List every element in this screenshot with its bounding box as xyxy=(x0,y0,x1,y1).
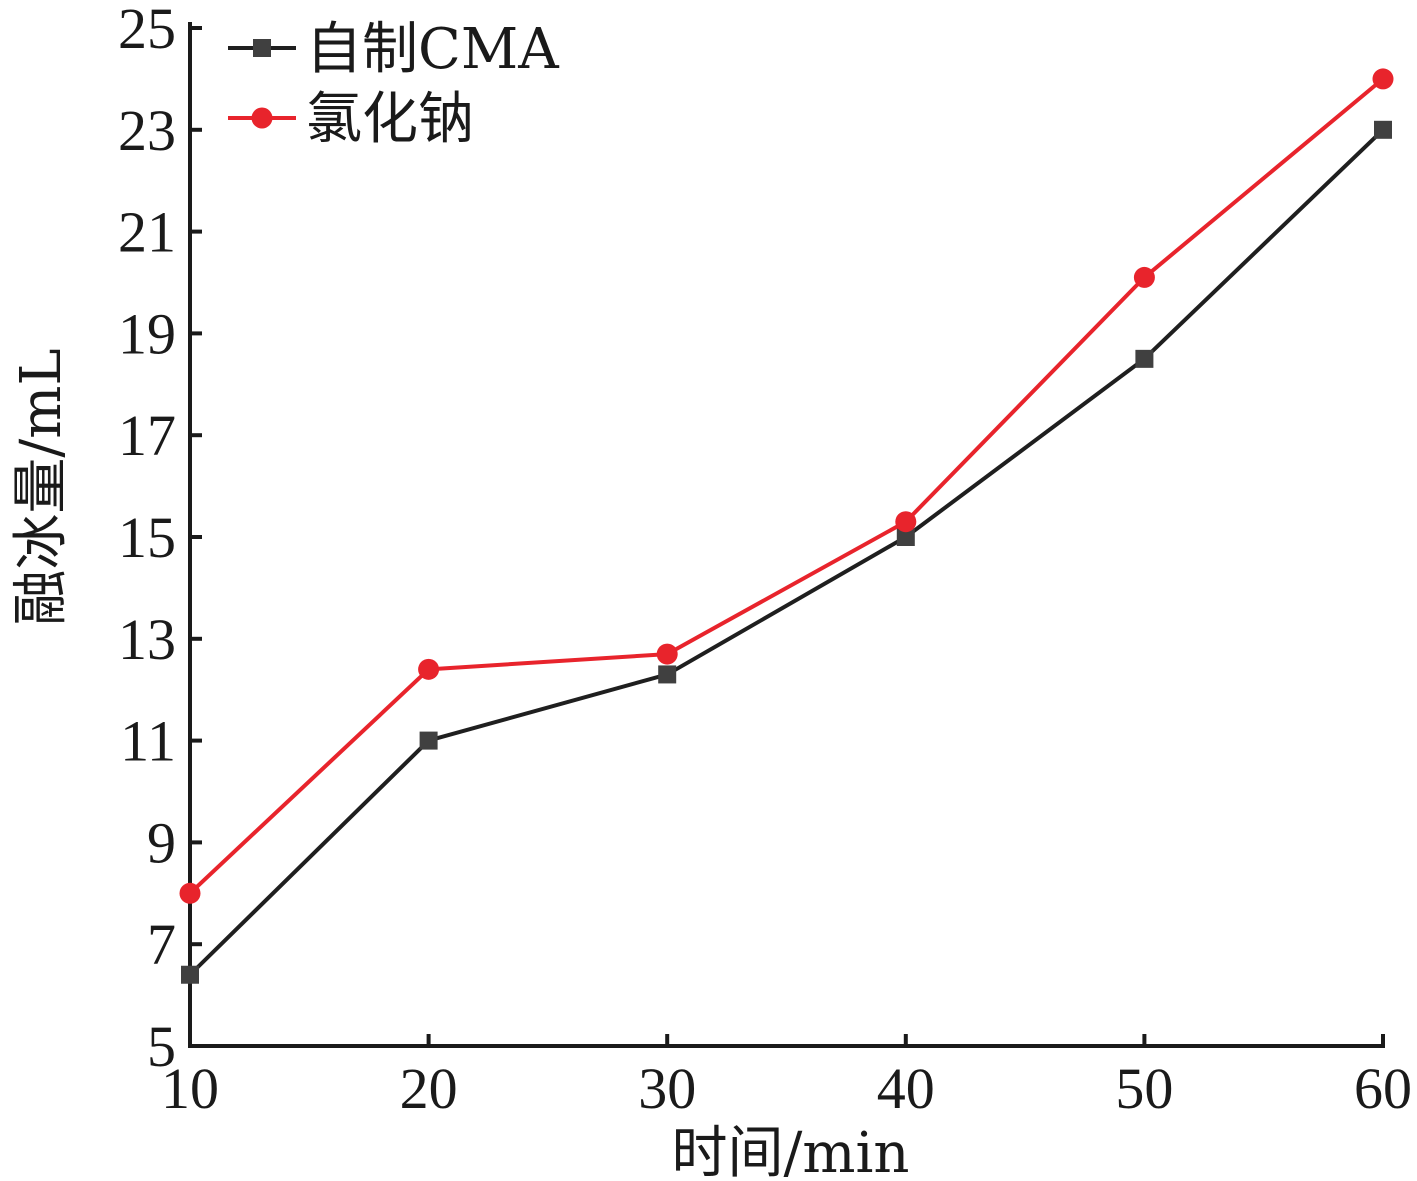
series-line xyxy=(188,128,1385,977)
y-tick-label: 21 xyxy=(118,200,176,265)
x-tick-label: 10 xyxy=(161,1056,219,1121)
x-tick-label: 50 xyxy=(1115,1056,1173,1121)
axes xyxy=(188,22,1385,1048)
y-tick-label: 19 xyxy=(118,301,176,366)
y-tick-label: 23 xyxy=(118,98,176,163)
x-axis-ticks: 10 20 30 40 50 60 xyxy=(161,1034,1412,1121)
data-point xyxy=(1133,266,1155,288)
legend-label: 自制CMA xyxy=(306,17,559,82)
y-tick-label: 25 xyxy=(118,0,176,61)
legend-marker xyxy=(253,39,271,57)
y-axis-ticks: 5 7 9 11 13 15 17 19 21 23 25 xyxy=(118,0,202,1079)
y-tick-label: 13 xyxy=(118,607,176,672)
y-axis-title: 融冰量/mL xyxy=(9,348,74,625)
legend-label: 氯化钠 xyxy=(306,87,474,152)
legend-marker xyxy=(251,107,273,129)
data-point xyxy=(1374,120,1392,139)
data-point xyxy=(658,665,677,684)
y-tick-label: 9 xyxy=(147,810,176,875)
series-1 xyxy=(181,120,1392,984)
legend-item: 自制CMA xyxy=(228,17,559,82)
data-point xyxy=(418,658,440,680)
data-point xyxy=(656,643,678,665)
legend-item: 氯化钠 xyxy=(228,87,474,152)
x-tick-label: 40 xyxy=(877,1056,935,1121)
x-tick-label: 20 xyxy=(400,1056,458,1121)
y-tick-label: 17 xyxy=(118,403,176,468)
data-point xyxy=(1135,349,1154,368)
y-tick-label: 7 xyxy=(147,912,176,977)
x-axis-title: 时间/min xyxy=(672,1121,910,1181)
x-tick-label: 30 xyxy=(638,1056,696,1121)
series-line xyxy=(188,77,1385,895)
data-point xyxy=(895,511,917,533)
x-tick-label: 60 xyxy=(1354,1056,1412,1121)
data-point xyxy=(1372,68,1394,90)
series-2 xyxy=(179,68,1394,904)
data-point xyxy=(896,528,915,546)
y-tick-label: 15 xyxy=(118,505,176,570)
data-point xyxy=(181,965,199,984)
series-layer xyxy=(179,68,1394,984)
data-point xyxy=(419,731,438,750)
y-tick-label: 5 xyxy=(147,1014,176,1079)
data-point xyxy=(179,882,201,904)
y-tick-label: 11 xyxy=(120,709,176,774)
